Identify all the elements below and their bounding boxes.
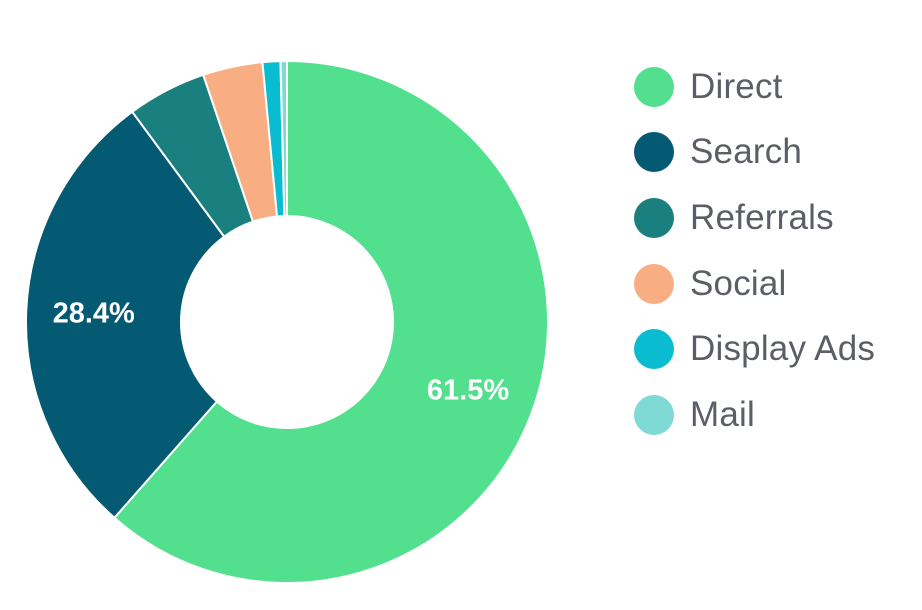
data-label-search: 28.4% [53, 297, 135, 329]
legend-item-social: Social [634, 251, 875, 317]
legend-label-mail: Mail [690, 394, 755, 434]
slices-group [25, 60, 549, 584]
legend-swatch-social [634, 263, 674, 304]
legend-label-search: Search [690, 132, 803, 172]
legend-item-display-ads: Display Ads [634, 316, 875, 382]
slice-mail [279, 60, 288, 218]
slice-labels-group: 61.5% 28.4% [53, 297, 510, 406]
slice-direct [113, 60, 549, 584]
legend-swatch-mail [634, 394, 674, 435]
legend-item-direct: Direct [634, 54, 875, 120]
legend-label-referrals: Referrals [690, 197, 834, 237]
data-label-direct: 61.5% [427, 374, 509, 406]
legend-item-search: Search [634, 120, 875, 186]
legend-swatch-direct [634, 66, 674, 107]
legend-item-referrals: Referrals [634, 185, 875, 251]
legend-swatch-referrals [634, 197, 674, 238]
slice-search [25, 110, 226, 519]
legend-label-social: Social [690, 263, 787, 303]
legend: Direct Search Referrals Social Display Ads Ma… [634, 54, 875, 448]
legend-item-mail: Mail [634, 382, 875, 448]
legend-label-display-ads: Display Ads [690, 329, 876, 369]
legend-label-direct: Direct [690, 66, 783, 106]
legend-swatch-search [634, 132, 674, 173]
legend-swatch-display-ads [634, 329, 674, 370]
